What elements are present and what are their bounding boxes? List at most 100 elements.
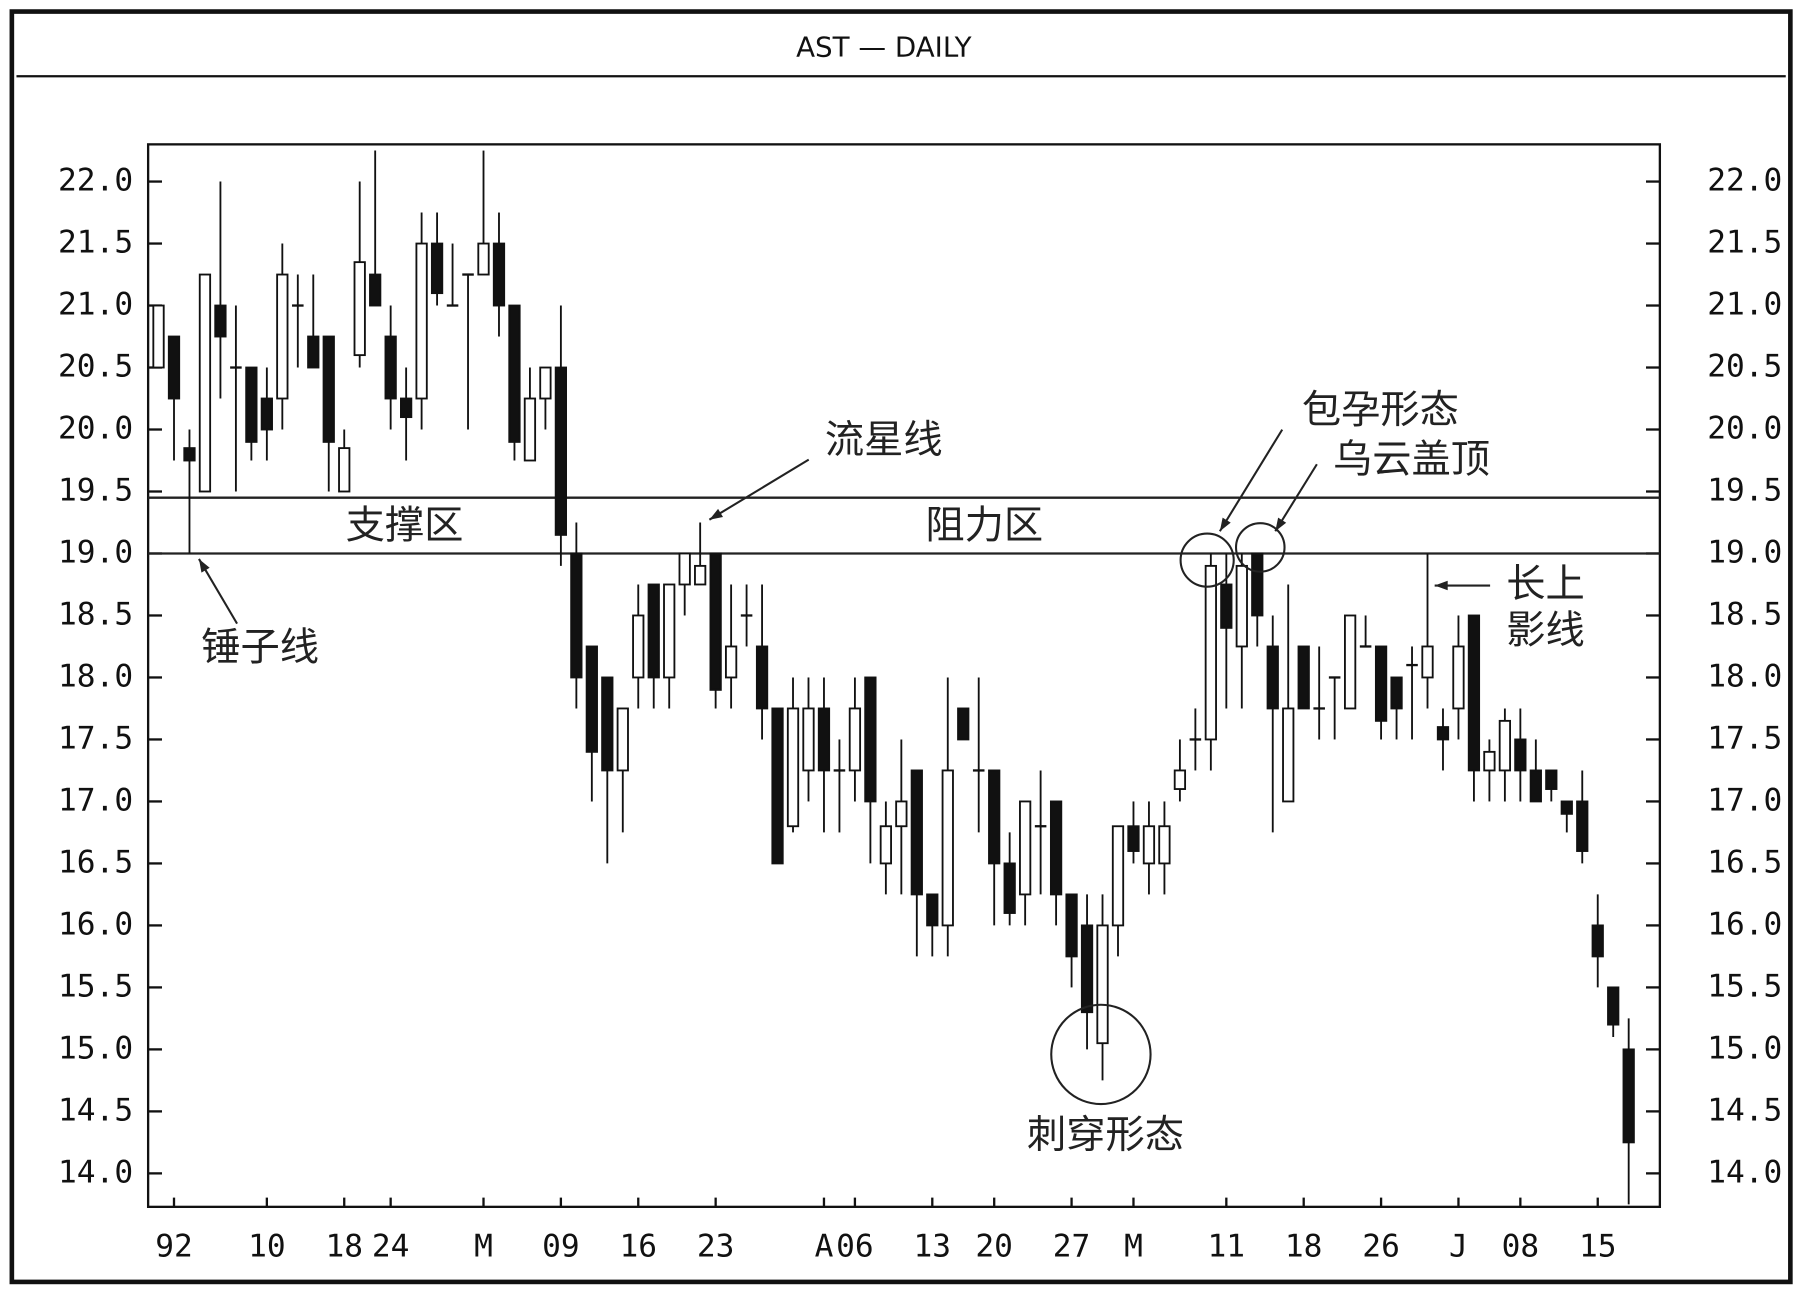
y-tick-label: 16.5 [58, 844, 133, 880]
candle-body [369, 273, 382, 307]
x-tick-label: M [474, 1228, 493, 1264]
y-tick-label: 15.0 [58, 1030, 133, 1066]
y2-tick-label: 16.0 [1707, 906, 1782, 942]
x-tick-label: 09 [542, 1228, 580, 1264]
arrow-head [709, 508, 724, 520]
candle-body [1560, 800, 1573, 815]
candle-body [988, 769, 1001, 865]
candle-body [1080, 924, 1094, 1014]
candle-body [1142, 825, 1156, 865]
y-tick-label: 20.0 [58, 411, 133, 447]
annotation: 包孕形态 [1302, 388, 1459, 433]
y-tick-label: 22.0 [58, 163, 133, 199]
y-tick-label: 14.5 [58, 1092, 133, 1128]
frame [9, 9, 1793, 1285]
candle-body [1452, 645, 1465, 710]
y2-tick-label: 15.5 [1707, 968, 1782, 1004]
candle-body [1235, 564, 1248, 648]
candle-body [864, 676, 877, 803]
candle-body [1266, 645, 1279, 710]
y2-tick-label: 16.5 [1707, 844, 1782, 880]
candle-body [508, 304, 521, 443]
annotation: 长上 [1506, 562, 1585, 607]
candle-body [1421, 645, 1434, 679]
y-tick-label: 21.5 [58, 225, 133, 261]
candle-body [786, 707, 800, 828]
candle-body [632, 614, 645, 679]
x-tick-label: 15 [1579, 1228, 1617, 1264]
y-tick-label: 18.0 [58, 658, 133, 694]
x-tick-label: 20 [975, 1228, 1013, 1264]
candle-body [616, 707, 629, 772]
candle-body [400, 397, 413, 419]
candle-body [167, 335, 181, 400]
x-tick-label: 16 [619, 1228, 657, 1264]
annotation: 锤子线 [201, 626, 319, 671]
x-tick-label: 23 [697, 1228, 735, 1264]
y-tick-label: 19.5 [58, 472, 133, 508]
x-tick-label: 92 [155, 1228, 193, 1264]
candle-body [1483, 750, 1496, 772]
candle-body [276, 273, 289, 400]
y-tick-label: 17.5 [58, 720, 133, 756]
candle-body [322, 335, 335, 443]
candle-body [941, 769, 954, 927]
candle-body [585, 645, 598, 753]
candle-body [554, 366, 568, 536]
x-tick-label: J [1449, 1228, 1468, 1264]
y2-tick-label: 19.5 [1707, 472, 1782, 508]
y2-tick-label: 17.0 [1707, 782, 1782, 818]
annotation-arrow [708, 458, 810, 521]
plot-area [146, 143, 1662, 1209]
arrow-head [1275, 517, 1287, 532]
candle-body [1204, 564, 1217, 741]
chart-title: AST — DAILY [796, 31, 971, 64]
candle-body [570, 552, 583, 679]
x-tick-label: 18 [1285, 1228, 1323, 1264]
candle-body [152, 304, 165, 369]
candle-body [214, 304, 227, 338]
x-tick-label: 13 [914, 1228, 952, 1264]
y-tick-label: 21.0 [58, 287, 133, 323]
x-tick-label: A [815, 1228, 834, 1264]
candle-body [260, 397, 273, 431]
candle-body [647, 583, 660, 679]
candle-body [1576, 800, 1589, 852]
candle-body [523, 397, 537, 462]
candle-body [694, 564, 707, 586]
annotation: 阻力区 [925, 503, 1043, 548]
candle-body [430, 242, 444, 295]
y2-tick-label: 20.5 [1707, 349, 1782, 385]
annotation: 刺穿形态 [1027, 1113, 1184, 1158]
annotation-circle [1179, 532, 1235, 588]
x-tick-label: 18 [325, 1228, 363, 1264]
annotation: 乌云盖顶 [1333, 437, 1490, 482]
annotation-circle [1234, 522, 1286, 573]
candle-body [1529, 769, 1542, 803]
candle-body [477, 242, 490, 276]
candle-body [957, 707, 970, 741]
arrow-head [1434, 580, 1448, 591]
y2-tick-label: 14.5 [1707, 1092, 1782, 1128]
candle-body [1049, 800, 1063, 896]
candle-body [817, 707, 831, 772]
candle-body [1622, 1048, 1635, 1144]
y-tick-label: 15.5 [58, 968, 133, 1004]
candle-body [1251, 552, 1264, 617]
candle-body [1344, 614, 1357, 710]
y-tick-label: 19.0 [58, 534, 133, 570]
x-tick-label: 10 [248, 1228, 286, 1264]
candle-body [1019, 800, 1032, 896]
y2-tick-label: 18.0 [1707, 658, 1782, 694]
annotation-circle [1050, 1003, 1152, 1106]
y2-tick-label: 18.5 [1707, 596, 1782, 632]
candle-body [492, 242, 506, 307]
candle-body [724, 645, 738, 679]
y-tick-label: 17.0 [58, 782, 133, 818]
candle-body [678, 552, 691, 586]
candle-body [1173, 769, 1187, 790]
candle-body [1514, 738, 1527, 772]
candle-body [926, 893, 939, 927]
candle-body [910, 769, 923, 896]
candle-body [1374, 645, 1388, 722]
